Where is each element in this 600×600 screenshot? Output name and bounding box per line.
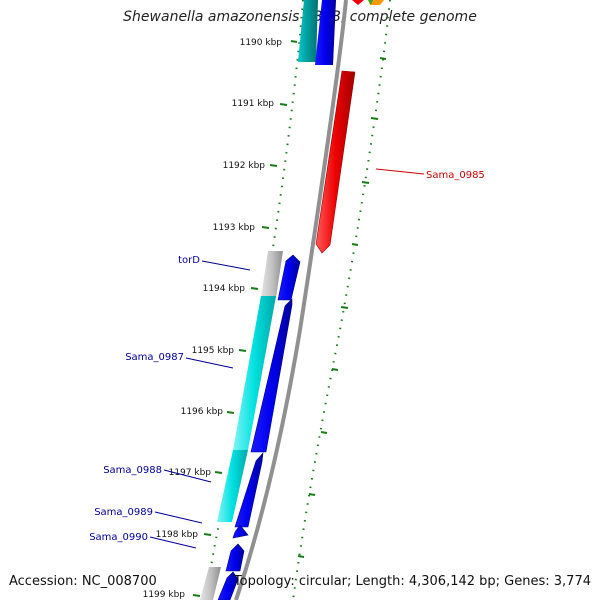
leader-tord	[201, 260, 251, 271]
tick-marks	[192, 40, 387, 597]
gene-forward-bottom	[217, 571, 239, 600]
feature-cds-sama-0988	[217, 450, 248, 522]
gene-sama-0990[interactable]	[225, 543, 245, 572]
tick-mark	[370, 117, 379, 120]
gene-sama-0985[interactable]	[315, 70, 356, 254]
gene-label-sama-0989: Sama_0989	[94, 507, 153, 518]
outer-dotted-ring	[292, 0, 391, 600]
gene-green-top	[368, 0, 373, 5]
tick-mark	[269, 164, 278, 167]
tick-mark	[320, 431, 328, 434]
gene-tord[interactable]	[277, 254, 301, 301]
tick-label: 1190 kbp	[240, 38, 283, 48]
tick-mark	[203, 533, 212, 536]
gene-sama-0987[interactable]	[250, 298, 293, 453]
tick-label: 1195 kbp	[192, 346, 235, 356]
gene-label-tord: torD	[178, 255, 200, 266]
feature-cds-top	[298, 0, 318, 62]
leader-sama-0987	[185, 357, 234, 369]
tick-label: 1198 kbp	[156, 530, 199, 540]
gene-labels: Sama_0985 torD Sama_0987 Sama_0988 Sama_…	[89, 170, 485, 543]
tick-mark	[250, 287, 259, 290]
tick-mark	[379, 57, 387, 60]
feature-pseudo-bottom	[200, 567, 221, 600]
tick-mark	[214, 471, 223, 474]
tick-label: 1197 kbp	[169, 468, 212, 478]
tick-label: 1196 kbp	[181, 407, 224, 417]
tick-mark	[238, 349, 247, 352]
tick-mark	[261, 226, 270, 229]
tick-mark	[351, 243, 359, 246]
gene-forward-top	[315, 0, 336, 65]
tick-label: 1192 kbp	[223, 161, 266, 171]
tick-mark	[192, 594, 201, 597]
gene-label-sama-0987: Sama_0987	[125, 352, 184, 363]
feature-cds-sama-0987	[233, 296, 276, 450]
tick-mark	[361, 181, 370, 184]
leader-sama-0990	[149, 536, 197, 549]
tick-mark	[226, 411, 235, 414]
accession-text: Accession: NC_008700	[9, 574, 157, 589]
genome-backbone	[234, 0, 348, 600]
leader-sama-0989	[154, 511, 203, 524]
tick-label: 1191 kbp	[232, 99, 275, 109]
genome-stats-text: Topology: circular; Length: 4,306,142 bp…	[233, 574, 591, 589]
map-title: Shewanella amazonensis SB2B, complete ge…	[123, 9, 477, 25]
tick-label: 1199 kbp	[143, 590, 186, 600]
top-features	[298, 0, 384, 65]
tick-labels: 1190 kbp 1191 kbp 1192 kbp 1193 kbp 1194…	[143, 38, 283, 600]
gene-sama-0988[interactable]	[234, 452, 264, 528]
tick-label: 1194 kbp	[203, 284, 246, 294]
gene-label-sama-0988: Sama_0988	[103, 465, 162, 476]
tick-mark	[279, 103, 288, 106]
gene-reverse-top	[352, 0, 364, 5]
tick-label: 1193 kbp	[213, 223, 256, 233]
leader-sama-0985	[375, 168, 425, 175]
tick-mark	[308, 493, 316, 496]
tick-mark	[290, 40, 298, 43]
tick-mark	[331, 368, 339, 371]
gene-sama-0989[interactable]	[232, 524, 249, 539]
feature-pseudo-tord	[261, 251, 283, 298]
gene-label-sama-0990: Sama_0990	[89, 532, 148, 543]
gene-label-sama-0985: Sama_0985	[426, 170, 485, 181]
label-leaders	[149, 168, 425, 549]
leader-sama-0988	[163, 469, 212, 483]
tick-mark	[340, 306, 349, 309]
tick-mark	[297, 555, 305, 558]
